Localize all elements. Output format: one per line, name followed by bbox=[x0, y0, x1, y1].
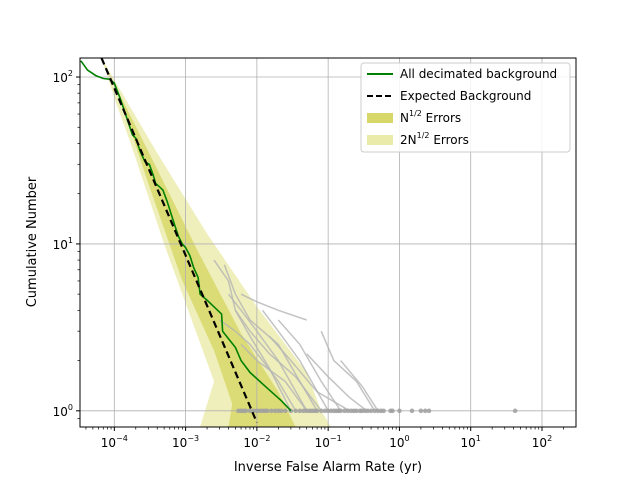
trial-trace bbox=[340, 360, 379, 412]
x-tick-label: 100 bbox=[389, 434, 409, 450]
decimated-background-line bbox=[80, 60, 292, 412]
trial-point bbox=[397, 408, 402, 414]
legend-box bbox=[360, 62, 571, 153]
legend-swatch bbox=[367, 135, 393, 145]
trial-point bbox=[418, 408, 424, 414]
trial-point bbox=[342, 408, 347, 414]
x-tick-label: 10−1 bbox=[315, 434, 342, 450]
trial-traces bbox=[213, 259, 518, 414]
expected-background-line bbox=[100, 58, 258, 424]
trial-point bbox=[297, 408, 303, 414]
trial-point bbox=[368, 408, 374, 414]
trial-point bbox=[381, 408, 386, 414]
trial-point bbox=[301, 408, 306, 414]
y-tick-label: 100 bbox=[53, 403, 73, 419]
trial-trace bbox=[320, 330, 376, 412]
x-tick-label: 10−4 bbox=[101, 434, 128, 450]
trial-point bbox=[426, 408, 432, 414]
trial-point bbox=[278, 408, 284, 414]
trial-trace bbox=[261, 309, 329, 412]
trial-trace bbox=[277, 319, 342, 412]
legend-label: N1/2 Errors bbox=[400, 109, 461, 125]
legend: All decimated background Expected Backgro… bbox=[360, 62, 571, 153]
trial-point bbox=[269, 408, 274, 414]
trial-point bbox=[251, 408, 256, 414]
trial-point bbox=[322, 408, 328, 414]
trial-point bbox=[338, 408, 344, 414]
trial-point bbox=[365, 408, 371, 414]
trial-point bbox=[314, 408, 320, 414]
x-tick-label: 102 bbox=[532, 434, 552, 450]
trial-trace bbox=[227, 293, 308, 412]
x-tick-label: 101 bbox=[461, 434, 481, 450]
x-tick-label: 10−3 bbox=[172, 434, 199, 450]
trial-point bbox=[243, 408, 249, 414]
band-2n-errors bbox=[101, 58, 332, 427]
series bbox=[80, 58, 292, 424]
x-tick-label: 10−2 bbox=[243, 434, 270, 450]
trial-point bbox=[318, 408, 324, 414]
legend-label: 2N1/2 Errors bbox=[400, 131, 469, 147]
trial-trace bbox=[219, 319, 297, 412]
x-axis-label: Inverse False Alarm Rate (yr) bbox=[234, 460, 422, 475]
trial-point bbox=[282, 408, 288, 414]
trial-point bbox=[247, 408, 253, 414]
trial-trace bbox=[240, 293, 307, 321]
error-bands bbox=[101, 58, 332, 427]
axis-ticks: 10−4 10−3 10−2 10−1 100 101 102 100 101 102 bbox=[53, 69, 564, 450]
trial-point bbox=[293, 408, 298, 414]
y-tick-label: 102 bbox=[53, 69, 73, 85]
trial-point bbox=[422, 408, 428, 414]
legend-label: Expected Background bbox=[400, 89, 531, 103]
legend-label: All decimated background bbox=[400, 67, 557, 81]
legend-swatch bbox=[367, 113, 393, 123]
trial-trace bbox=[306, 353, 368, 412]
trial-point bbox=[272, 408, 278, 414]
trial-point bbox=[372, 408, 378, 414]
trial-point bbox=[409, 408, 415, 414]
trial-trace bbox=[234, 309, 322, 412]
trial-trace bbox=[268, 335, 350, 412]
band-n-errors bbox=[101, 58, 296, 427]
trial-point bbox=[390, 408, 395, 414]
y-axis-label: Cumulative Number bbox=[25, 176, 40, 307]
trial-point bbox=[354, 408, 359, 414]
trial-point bbox=[512, 408, 518, 414]
y-tick-label: 101 bbox=[53, 236, 73, 252]
trial-point bbox=[264, 408, 270, 414]
